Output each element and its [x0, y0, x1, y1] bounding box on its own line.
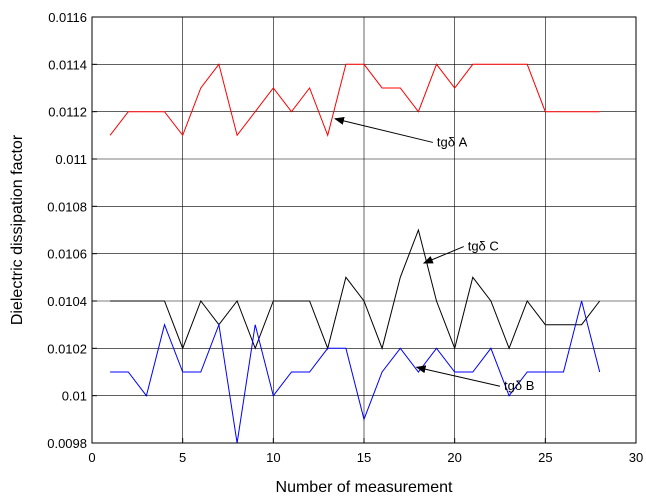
y-tick-label: 0.0116 [48, 10, 87, 25]
x-tick-label: 25 [538, 450, 552, 465]
x-axis-label: Number of measurement [276, 479, 454, 496]
series-line-tga [109, 63, 600, 137]
x-tick-label: 20 [447, 450, 461, 465]
y-tick-label: 0.01 [62, 389, 87, 404]
x-tick-label: 5 [179, 450, 186, 465]
x-tick-label: 0 [88, 450, 95, 465]
x-tick-label: 10 [266, 450, 280, 465]
y-tick-label: 0.0102 [47, 341, 87, 356]
y-axis-label: Dielectric dissipation factor [9, 134, 26, 325]
x-tick-label: 15 [357, 450, 371, 465]
x-tick-label: 30 [629, 450, 643, 465]
annotation-label: tgδ B [504, 378, 534, 393]
annotation-label: tgδ C [468, 239, 499, 254]
series-group [109, 63, 601, 444]
annotation-arrow [334, 116, 434, 143]
y-tick-label: 0.0106 [47, 247, 87, 262]
y-tick-label: 0.0104 [47, 294, 87, 309]
annotation-label: tgδ A [437, 134, 468, 149]
y-tick-label: 0.011 [55, 152, 87, 167]
annotation-arrow [415, 365, 501, 387]
y-tick-label: 0.0114 [48, 57, 87, 72]
series-line-tgc [110, 228, 601, 350]
annotation-arrow [422, 246, 464, 264]
y-tick-label: 0.0112 [48, 105, 87, 120]
ticks: 0 5 10 15 20 25 30 0.0098 0.01 0.0102 0.0104 0.0106… [47, 10, 643, 465]
y-tick-label: 0.0108 [47, 199, 87, 214]
series-line-tgb [110, 300, 601, 444]
annotations: tgδ A tgδ C tgδ B [334, 116, 534, 393]
y-tick-label: 0.0098 [47, 436, 87, 451]
